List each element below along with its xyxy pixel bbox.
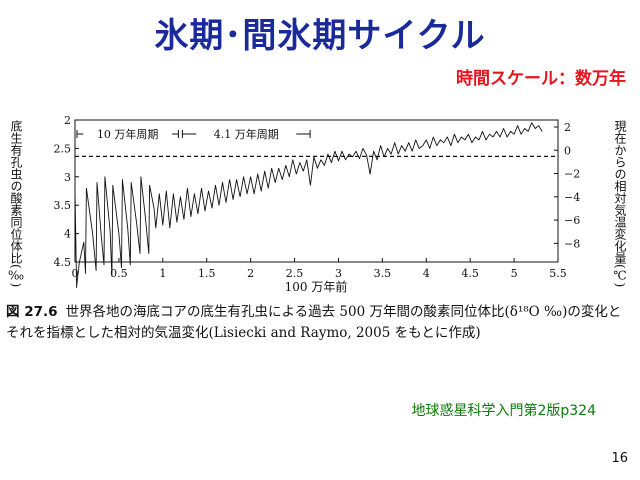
y-axis-label-left: 底生有孔虫の酸素同位体比(‰) xyxy=(8,119,24,288)
x-tick-label: 3.5 xyxy=(374,267,392,280)
y-tick-left-label: 2.5 xyxy=(54,142,72,155)
y-tick-right-label: 2 xyxy=(564,121,571,134)
figure-caption: 図 27.6 世界各地の海底コアの底生有孔虫による過去 500 万年間の酸素同位体… xyxy=(6,302,634,344)
oxygen-isotope-chart: 10 万年周期 4.1 万年周期 0 0.5 1 1.5 2 2.5 3 3.5 4 4.5 5 5.5… xyxy=(8,114,627,294)
x-tick-label: 0 xyxy=(72,267,79,280)
y-tick-right-label: −6 xyxy=(564,214,580,227)
x-axis-label: 100 万年前 xyxy=(285,279,348,294)
caption-figure-number: 図 27.6 xyxy=(6,304,58,320)
x-tick-label: 1 xyxy=(159,267,166,280)
source-citation: 地球惑星科学入門第2版p324 xyxy=(411,403,596,419)
y-tick-right-label: −2 xyxy=(564,168,580,181)
period-annotation-label: 4.1 万年周期 xyxy=(214,127,279,141)
y-axis-label-right: 現在からの相対気温変化量(℃) xyxy=(613,120,627,287)
x-tick-label: 4.5 xyxy=(461,267,479,280)
x-tick-label: 2 xyxy=(247,267,254,280)
slide-title: 氷期･間氷期サイクル xyxy=(154,16,486,56)
y-tick-left-label: 4.5 xyxy=(54,256,72,269)
page-number: 16 xyxy=(611,451,628,466)
y-tick-left-label: 3 xyxy=(64,171,71,184)
y-tick-left-label: 3.5 xyxy=(54,199,72,212)
x-tick-label: 0.5 xyxy=(110,267,128,280)
x-tick-label: 5 xyxy=(511,267,518,280)
isotope-series-line xyxy=(74,122,543,289)
x-tick-label: 2.5 xyxy=(286,267,304,280)
caption-text: 世界各地の海底コアの底生有孔虫による過去 500 万年間の酸素同位体比(δ¹⁸O… xyxy=(6,304,622,341)
x-tick-label: 4 xyxy=(423,267,430,280)
period-annotation-label: 10 万年周期 xyxy=(97,127,159,141)
y-tick-left-label: 2 xyxy=(64,114,71,127)
x-tick-label: 5.5 xyxy=(549,267,567,280)
timescale-label: 時間スケール：数万年 xyxy=(456,69,626,89)
y-tick-right-label: −8 xyxy=(564,237,580,250)
x-tick-label: 3 xyxy=(335,267,342,280)
x-tick-label: 1.5 xyxy=(198,267,216,280)
y-tick-right-label: 0 xyxy=(564,144,571,157)
y-tick-right-label: −4 xyxy=(564,191,580,204)
y-tick-left-label: 4 xyxy=(64,228,71,241)
